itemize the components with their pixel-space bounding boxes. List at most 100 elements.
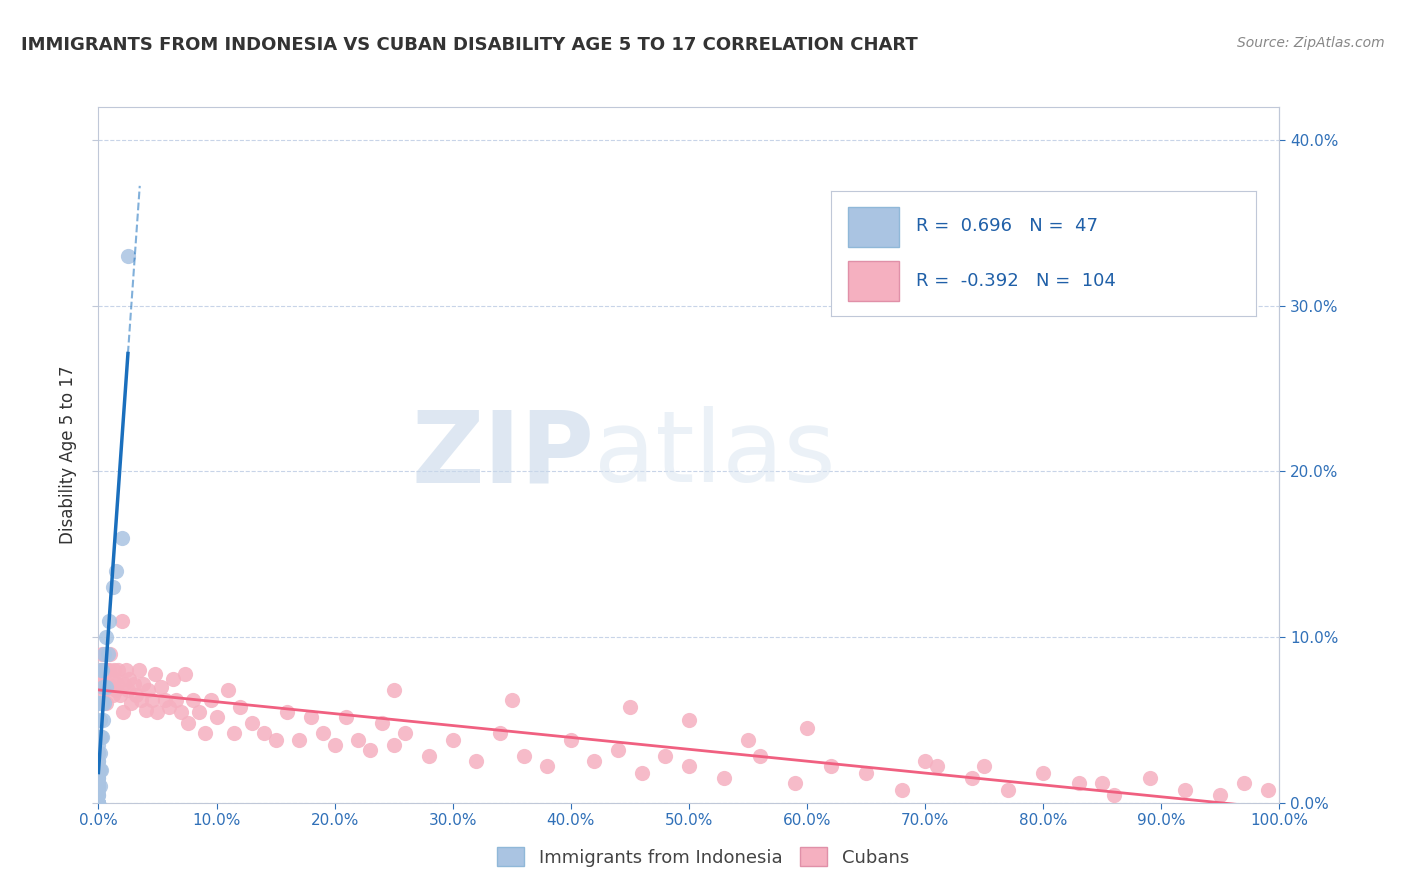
Point — [91, 676, 114, 690]
Point — [157, 699, 180, 714]
Point — [87, 796, 110, 810]
Point — [87, 796, 110, 810]
Point — [276, 705, 298, 719]
Point — [94, 680, 117, 694]
Point — [253, 726, 276, 740]
Text: IMMIGRANTS FROM INDONESIA VS CUBAN DISABILITY AGE 5 TO 17 CORRELATION CHART: IMMIGRANTS FROM INDONESIA VS CUBAN DISAB… — [21, 36, 918, 54]
Point — [91, 663, 114, 677]
Point — [90, 763, 112, 777]
Point — [121, 697, 143, 711]
Point — [101, 688, 124, 702]
Point — [87, 779, 110, 793]
Point — [87, 755, 110, 769]
Point — [187, 705, 209, 719]
Point — [94, 697, 117, 711]
Point — [312, 726, 335, 740]
Point — [87, 779, 110, 793]
Point — [87, 796, 110, 810]
Point — [136, 683, 159, 698]
Point — [93, 683, 115, 698]
Point — [173, 666, 195, 681]
Text: ZIP: ZIP — [412, 407, 595, 503]
Point — [91, 730, 114, 744]
Point — [371, 716, 394, 731]
Point — [441, 732, 464, 747]
Point — [737, 732, 759, 747]
Point — [135, 703, 157, 717]
Point — [194, 726, 217, 740]
Point — [105, 683, 128, 698]
Point — [104, 672, 127, 686]
Point — [382, 683, 405, 698]
Point — [997, 782, 1019, 797]
Point — [87, 771, 110, 785]
Point — [820, 759, 842, 773]
Point — [90, 697, 112, 711]
Point — [465, 755, 488, 769]
Point — [288, 732, 311, 747]
Point — [87, 796, 110, 810]
Point — [89, 663, 111, 677]
Point — [914, 755, 936, 769]
Point — [162, 672, 184, 686]
Point — [536, 759, 558, 773]
Point — [925, 759, 948, 773]
Point — [501, 693, 523, 707]
Point — [264, 732, 287, 747]
Point — [240, 716, 263, 731]
Point — [181, 693, 204, 707]
Point — [418, 749, 440, 764]
Point — [87, 730, 110, 744]
Point — [170, 705, 193, 719]
Point — [132, 676, 155, 690]
Point — [1139, 771, 1161, 785]
Point — [796, 721, 818, 735]
Point — [90, 730, 112, 744]
Point — [177, 716, 200, 731]
Point — [890, 782, 912, 797]
Point — [1209, 788, 1232, 802]
Point — [91, 663, 114, 677]
Point — [117, 683, 139, 698]
Point — [141, 693, 163, 707]
Point — [153, 693, 176, 707]
Point — [98, 663, 121, 677]
Point — [98, 647, 121, 661]
Point — [111, 531, 134, 545]
Legend: Immigrants from Indonesia, Cubans: Immigrants from Indonesia, Cubans — [489, 840, 917, 874]
Text: atlas: atlas — [595, 407, 837, 503]
Point — [855, 766, 877, 780]
Point — [87, 746, 110, 760]
Point — [89, 713, 111, 727]
Point — [112, 705, 135, 719]
Point — [713, 771, 735, 785]
Point — [87, 796, 110, 810]
Point — [583, 755, 606, 769]
Point — [128, 663, 150, 677]
Point — [512, 749, 534, 764]
Point — [103, 663, 125, 677]
Point — [87, 796, 110, 810]
Point — [654, 749, 676, 764]
Point — [91, 697, 114, 711]
Text: Source: ZipAtlas.com: Source: ZipAtlas.com — [1237, 36, 1385, 50]
Point — [98, 614, 121, 628]
Point — [87, 755, 110, 769]
Point — [217, 683, 239, 698]
Point — [973, 759, 995, 773]
Point — [229, 699, 252, 714]
Point — [122, 676, 145, 690]
Point — [1091, 776, 1114, 790]
Point — [112, 676, 135, 690]
Point — [87, 746, 110, 760]
Point — [619, 699, 641, 714]
Point — [97, 676, 120, 690]
Point — [91, 713, 114, 727]
Point — [1067, 776, 1090, 790]
Point — [224, 726, 246, 740]
Point — [101, 581, 124, 595]
Point — [100, 680, 122, 694]
Point — [323, 738, 346, 752]
Point — [1174, 782, 1197, 797]
Point — [87, 788, 110, 802]
